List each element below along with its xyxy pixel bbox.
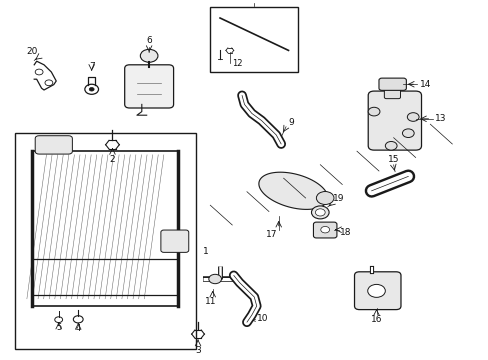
Text: 17: 17 [265, 230, 277, 239]
Circle shape [320, 226, 329, 233]
Circle shape [140, 49, 158, 62]
Circle shape [316, 192, 333, 204]
FancyBboxPatch shape [124, 65, 173, 108]
FancyBboxPatch shape [384, 87, 400, 99]
Text: 16: 16 [370, 315, 382, 324]
Circle shape [367, 284, 385, 297]
Text: 8: 8 [251, 0, 257, 2]
FancyBboxPatch shape [367, 91, 421, 150]
Text: 6: 6 [146, 36, 152, 45]
Text: 19: 19 [332, 194, 344, 203]
Circle shape [311, 206, 328, 219]
FancyBboxPatch shape [161, 230, 188, 252]
Text: 14: 14 [419, 80, 430, 89]
Circle shape [407, 113, 418, 121]
Circle shape [315, 209, 325, 216]
Text: 20: 20 [26, 47, 38, 56]
Text: 12: 12 [232, 58, 242, 68]
Text: 2: 2 [109, 155, 115, 164]
Text: 11: 11 [204, 297, 216, 306]
Text: 10: 10 [256, 314, 268, 323]
Text: 7: 7 [89, 62, 94, 71]
Bar [210, 7, 298, 72]
FancyBboxPatch shape [354, 272, 400, 310]
Text: 3: 3 [195, 346, 201, 355]
Text: 1: 1 [203, 248, 208, 256]
Circle shape [367, 107, 379, 116]
Circle shape [208, 274, 221, 284]
FancyBboxPatch shape [378, 78, 406, 90]
FancyBboxPatch shape [313, 222, 336, 238]
Text: 18: 18 [339, 228, 351, 237]
FancyBboxPatch shape [35, 136, 72, 154]
Text: 15: 15 [387, 155, 399, 164]
Circle shape [89, 87, 94, 91]
Circle shape [385, 141, 396, 150]
Circle shape [402, 129, 413, 138]
Text: 13: 13 [434, 114, 446, 123]
Bar [15, 133, 195, 349]
Text: 5: 5 [56, 323, 61, 332]
Text: 4: 4 [76, 324, 81, 333]
Text: 9: 9 [288, 118, 294, 127]
Polygon shape [258, 172, 327, 210]
